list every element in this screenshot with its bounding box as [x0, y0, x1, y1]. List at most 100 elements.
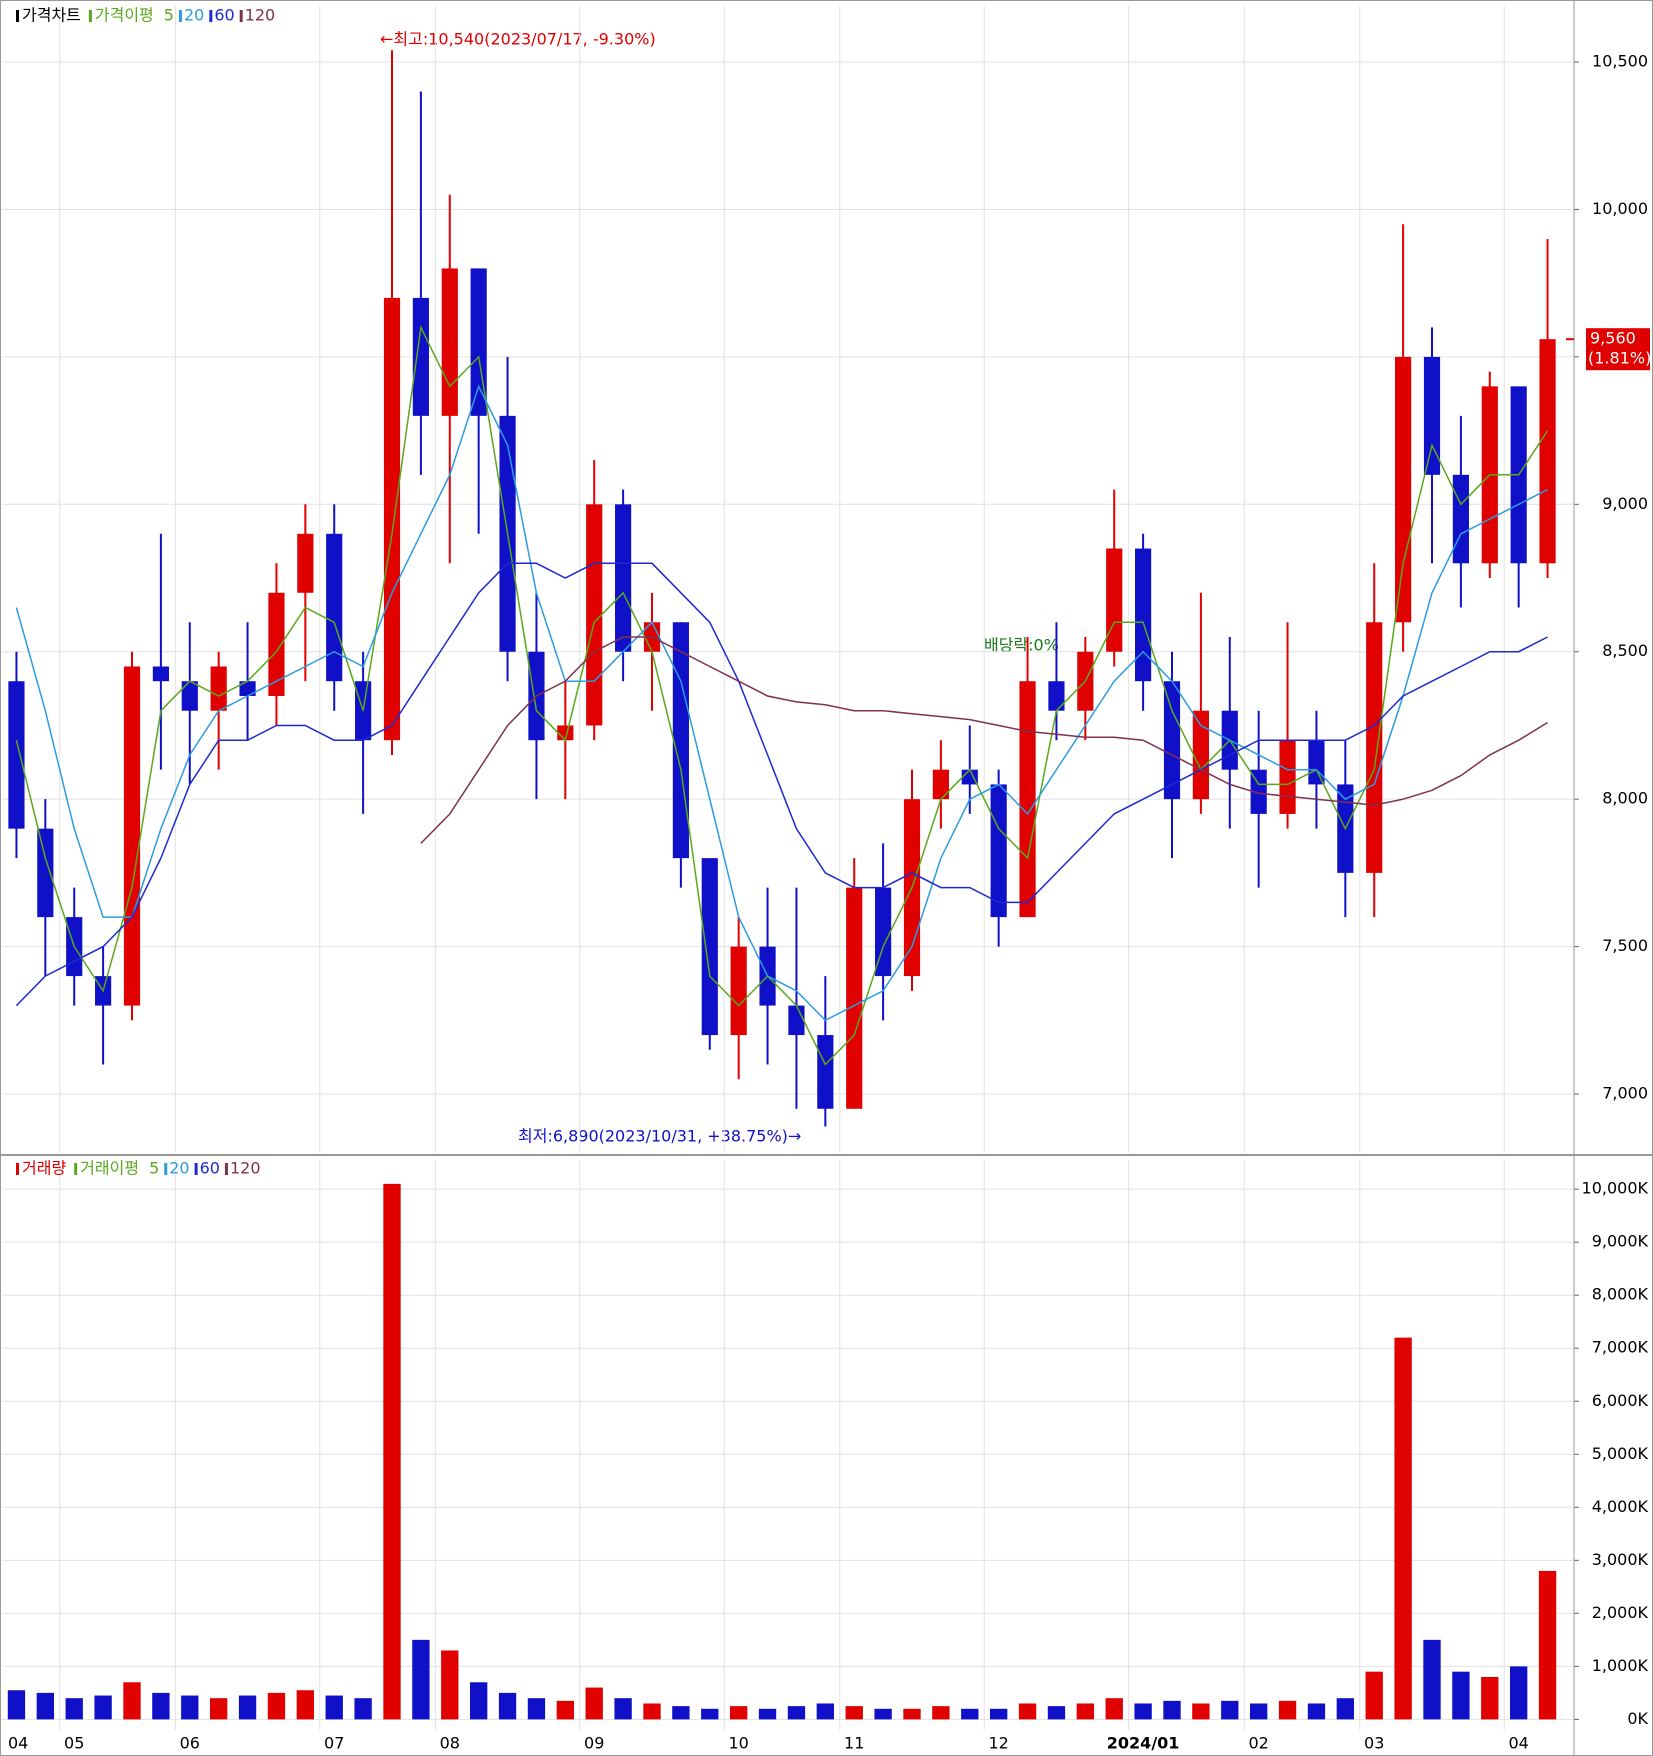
- x-tick-label: 2024/01: [1107, 1734, 1180, 1753]
- candle-body: [326, 533, 343, 682]
- candle-body: [788, 1005, 805, 1036]
- candle-body: [1423, 356, 1441, 475]
- x-tick-label: 07: [324, 1734, 344, 1753]
- volume-bar: [412, 1639, 430, 1720]
- legend-entry: 20: [184, 6, 204, 25]
- candle-body: [297, 533, 314, 593]
- candle-body: [441, 268, 458, 416]
- candle-body: [1279, 740, 1296, 814]
- moving-average: [15, 324, 1549, 1066]
- y-tick-label: 3,000K: [1592, 1550, 1649, 1569]
- volume-bar: [123, 1682, 141, 1720]
- candle-body: [152, 666, 169, 682]
- candle-body: [672, 622, 689, 859]
- volume-bar: [94, 1695, 112, 1720]
- x-tick-label: 05: [64, 1734, 84, 1753]
- volume-bar: [383, 1183, 401, 1720]
- volume-bar: [701, 1708, 719, 1720]
- moving-average: [15, 562, 1548, 1007]
- volume-bar: [1394, 1337, 1412, 1720]
- candle-body: [37, 828, 54, 918]
- volume-bar: [354, 1698, 372, 1720]
- volume-bar: [181, 1695, 199, 1720]
- candle-body: [412, 297, 429, 416]
- candle-body: [1192, 710, 1209, 800]
- y-tick-label: 5,000K: [1592, 1444, 1649, 1463]
- volume-bar: [210, 1698, 228, 1720]
- y-tick-label: 7,000: [1602, 1084, 1648, 1103]
- y-tick-label: 4,000K: [1592, 1497, 1649, 1516]
- legend-swatch: [16, 1163, 19, 1175]
- candle-body: [990, 784, 1007, 918]
- volume-bar: [296, 1690, 314, 1720]
- volume-bar: [1134, 1703, 1152, 1720]
- candle-body: [1395, 356, 1412, 623]
- x-tick-label: 12: [988, 1734, 1008, 1753]
- volume-bar: [816, 1703, 834, 1720]
- y-tick-label: 9,000: [1602, 494, 1648, 513]
- candle-body: [1019, 681, 1036, 918]
- volume-bar: [1250, 1703, 1268, 1720]
- y-tick-label: 10,500: [1592, 52, 1648, 71]
- legend-swatch: [209, 10, 213, 22]
- volume-bar: [498, 1692, 517, 1720]
- volume-bar: [1076, 1703, 1094, 1720]
- x-tick-label: 08: [440, 1734, 460, 1753]
- y-tick-label: 0K: [1627, 1709, 1648, 1728]
- volume-bar: [1163, 1700, 1181, 1720]
- y-tick-label: 9,000K: [1592, 1232, 1649, 1251]
- candle-body: [8, 681, 25, 829]
- legend-swatch: [88, 10, 92, 22]
- volume-bar: [238, 1695, 257, 1720]
- candle-body: [123, 666, 141, 1006]
- y-tick-label: 8,500: [1602, 641, 1648, 660]
- y-tick-label: 1,000K: [1592, 1656, 1649, 1675]
- candle-body: [383, 297, 401, 741]
- legend-entry: 60: [214, 6, 234, 25]
- candle-body: [1163, 681, 1181, 800]
- candle-body: [586, 504, 603, 726]
- volume-bar: [1452, 1671, 1470, 1720]
- x-tick-label: 09: [584, 1734, 604, 1753]
- legend-swatch: [239, 10, 243, 22]
- x-tick-label: 04: [8, 1734, 28, 1753]
- low-note: 최저:6,890(2023/10/31, +38.75%)→: [518, 1127, 801, 1146]
- legend-swatch: [194, 1163, 198, 1175]
- high-note: ←최고:10,540(2023/07/17, -9.30%): [380, 30, 656, 49]
- volume-bar: [845, 1706, 863, 1720]
- volume-bar: [1047, 1706, 1066, 1720]
- volume-bar: [730, 1706, 748, 1720]
- volume-bar: [325, 1695, 343, 1720]
- candle-body: [1308, 740, 1325, 785]
- legend-swatch: [224, 1163, 228, 1175]
- volume-bar: [1538, 1570, 1557, 1720]
- legend-entry: 120: [245, 6, 276, 25]
- dividend-note: 배당락:0%: [984, 636, 1059, 655]
- candle-body: [932, 769, 949, 800]
- volume-bar: [585, 1687, 603, 1720]
- legend-entry: 120: [230, 1159, 261, 1178]
- price-tag-change: (1.81%): [1588, 349, 1651, 368]
- y-tick-label: 7,500: [1602, 936, 1648, 955]
- volume-bar: [1278, 1700, 1297, 1720]
- x-tick-label: 03: [1364, 1734, 1384, 1753]
- candle-body: [846, 887, 863, 1109]
- legend-entry: 20: [169, 1159, 189, 1178]
- y-tick-label: 2,000K: [1592, 1603, 1649, 1622]
- volume-bar: [758, 1708, 777, 1720]
- volume-bar: [990, 1708, 1008, 1720]
- volume-bar: [1192, 1703, 1210, 1720]
- legend-swatch: [178, 10, 182, 22]
- volume-bar: [7, 1690, 26, 1720]
- legend-entry: 5: [164, 6, 174, 25]
- price-tag-label: 9,560: [1590, 329, 1636, 348]
- moving-average: [420, 636, 1548, 844]
- candle-body: [1048, 681, 1065, 711]
- legend-title: 거래량: [22, 1159, 66, 1178]
- moving-average: [15, 384, 1548, 1022]
- volume-bar: [932, 1706, 950, 1720]
- volume-bar: [65, 1698, 83, 1720]
- y-tick-label: 10,000: [1592, 199, 1648, 218]
- legend-ma-title: 가격이평: [95, 6, 154, 25]
